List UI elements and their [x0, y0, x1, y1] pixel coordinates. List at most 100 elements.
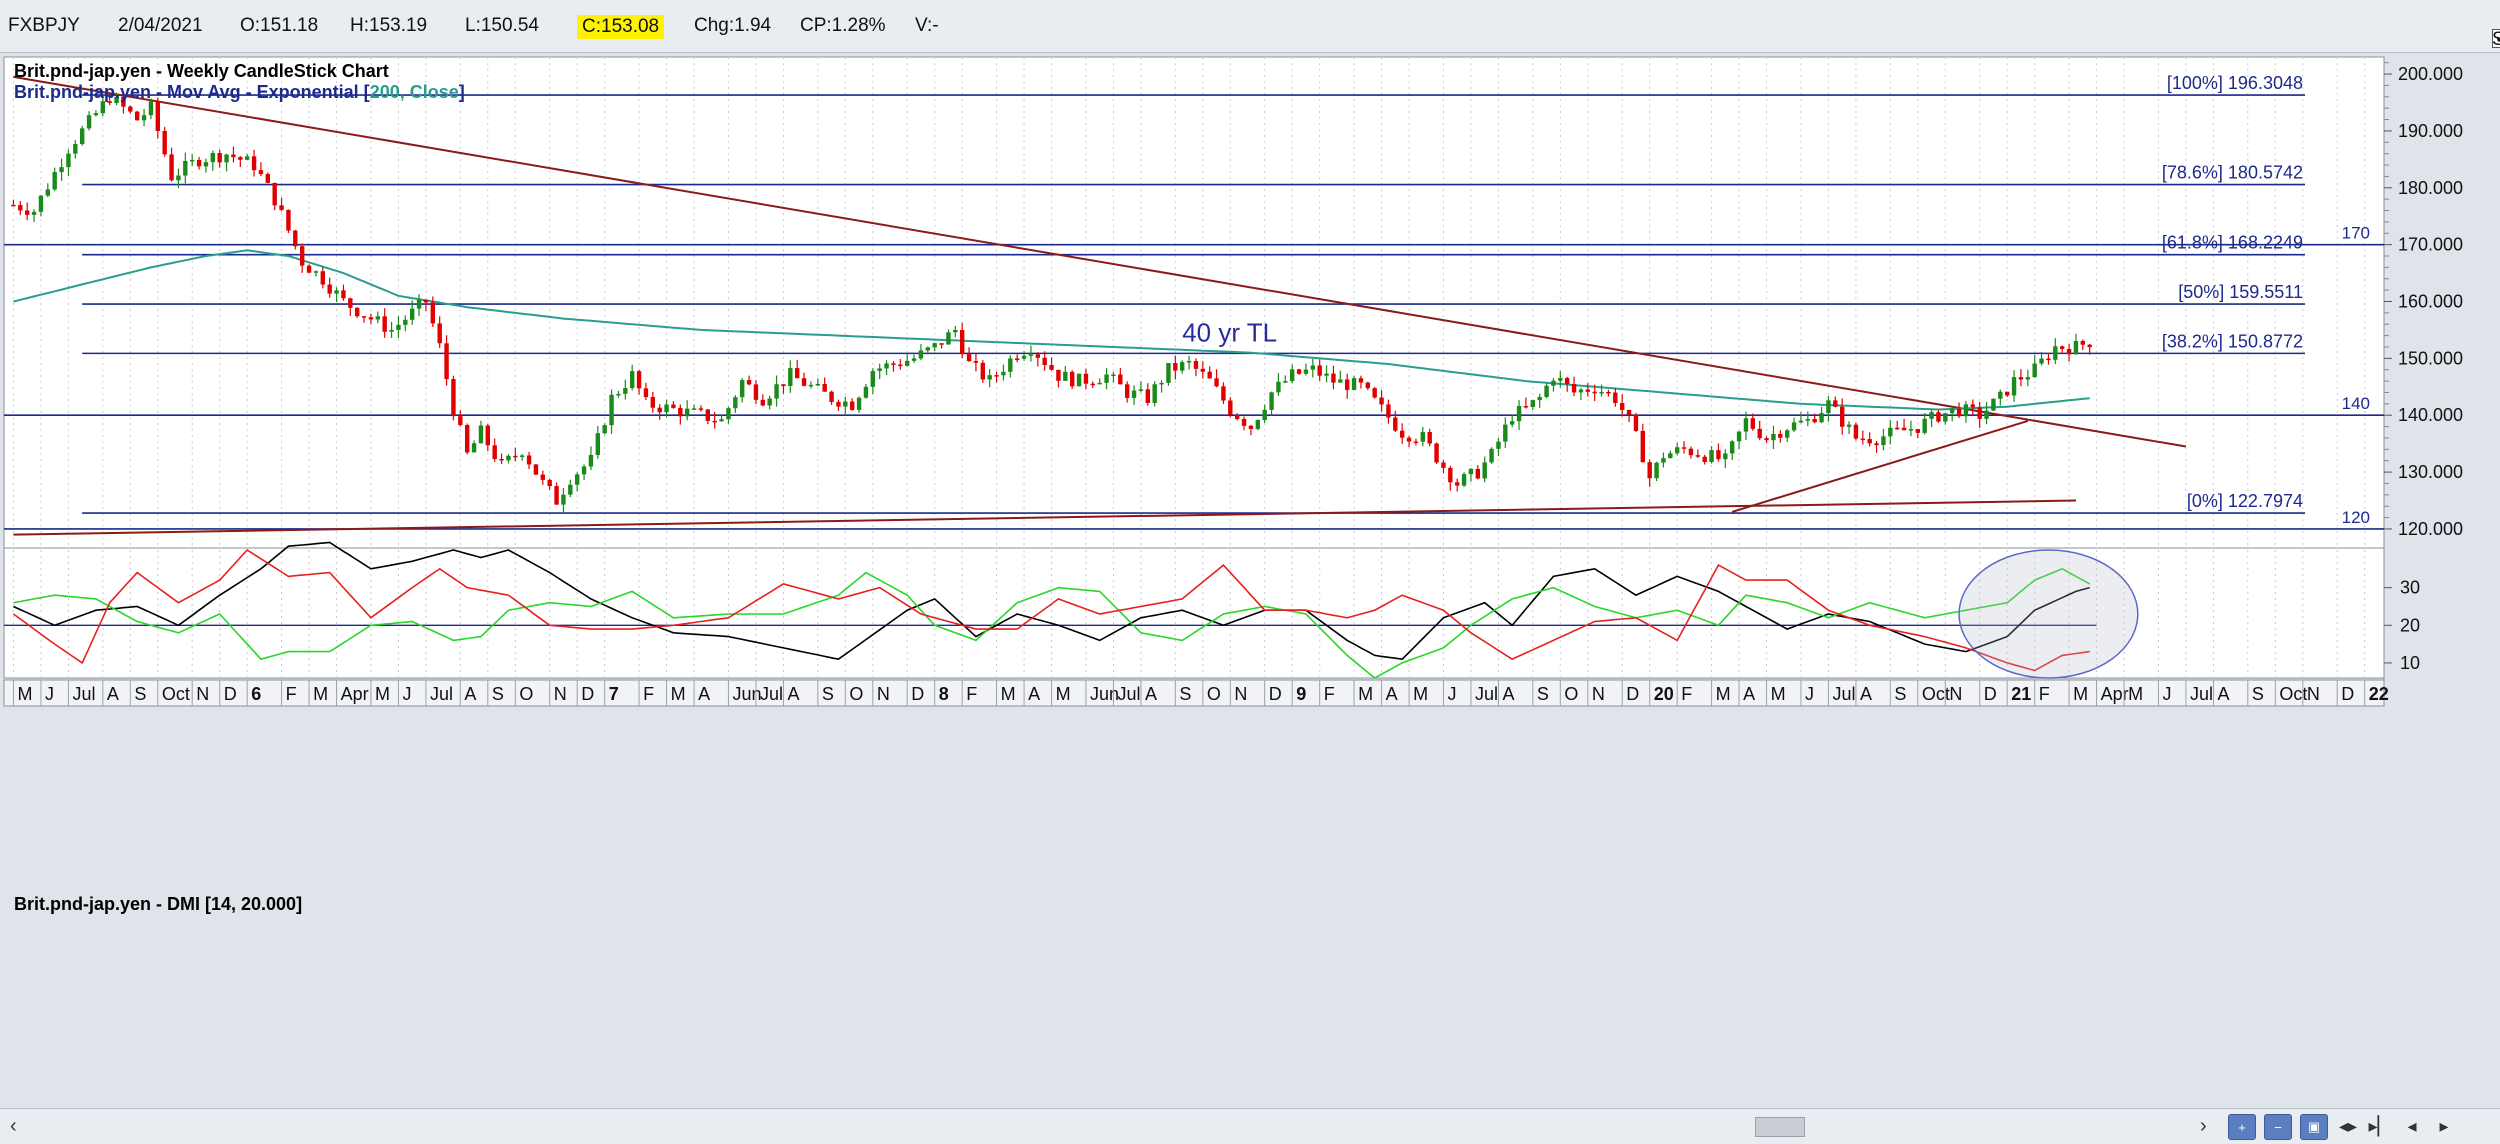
x-tick-label: 6 — [251, 684, 261, 704]
candle-body — [746, 380, 752, 385]
candle-body — [348, 298, 353, 308]
y-tick-label: 190.000 — [2398, 121, 2463, 141]
candle-body — [2087, 344, 2092, 348]
candle-body — [1118, 374, 1123, 385]
x-tick-label: Jun — [1090, 684, 1119, 704]
candle-body — [231, 154, 236, 158]
candle-body — [1509, 421, 1515, 425]
candle-body — [1289, 369, 1295, 382]
x-tick-label: S — [134, 684, 146, 704]
candle-body — [2046, 358, 2051, 361]
scroll-thumb[interactable] — [1755, 1117, 1805, 1137]
candle-body — [478, 425, 484, 444]
x-tick-label: 8 — [939, 684, 949, 704]
horizontal-scrollbar[interactable]: ‹ › + − ▣ ◂▸ ▸▏ ◂ ▸ — [0, 1108, 2500, 1144]
candle-body — [1544, 385, 1549, 397]
candle-body — [492, 445, 497, 459]
fib-level-label: [50%] 159.5511 — [2178, 282, 2303, 302]
candle-body — [416, 299, 422, 309]
x-tick-label: J — [1447, 684, 1456, 704]
x-tick-label: A — [1860, 684, 1872, 704]
candle-body — [760, 399, 766, 406]
candle-body — [128, 106, 133, 112]
candle-body — [1826, 400, 1831, 414]
candle-body — [966, 354, 972, 362]
candle-body — [1977, 407, 1982, 419]
candle-body — [959, 329, 965, 355]
candle-body — [849, 401, 855, 410]
scroll-right-icon[interactable]: › — [2200, 1115, 2207, 1137]
candle-body — [100, 101, 106, 114]
candle-body — [815, 383, 821, 386]
candle-body — [1104, 374, 1109, 383]
candle-body — [1489, 448, 1494, 463]
step-forward-icon[interactable]: ▸ — [2439, 1115, 2449, 1136]
candle-body — [946, 332, 951, 345]
candle-body — [2025, 377, 2031, 380]
candle-body — [1454, 482, 1460, 486]
candle-body — [794, 368, 800, 379]
candle-body — [904, 360, 910, 366]
candle-body — [1468, 468, 1474, 475]
candle-body — [1296, 369, 1302, 374]
candle-body — [1936, 412, 1941, 422]
candle-body — [1186, 361, 1192, 363]
x-tick-label: S — [492, 684, 504, 704]
x-tick-label: N — [554, 684, 567, 704]
candle-body — [506, 455, 511, 461]
scroll-both-icon[interactable]: ◂▸ — [2338, 1115, 2358, 1136]
x-tick-label: 20 — [1654, 684, 1674, 704]
candle-body — [925, 347, 931, 351]
candle-body — [1193, 361, 1199, 369]
candle-body — [1221, 386, 1226, 401]
candle-body — [38, 195, 44, 212]
fib-level-label: [61.8%] 168.2249 — [2162, 233, 2303, 253]
candle-body — [540, 474, 546, 480]
scroll-left-icon[interactable]: ‹ — [10, 1115, 17, 1137]
x-tick-label: O — [1564, 684, 1578, 704]
candle-body — [1984, 410, 1989, 419]
candle-body — [485, 425, 491, 446]
candle-body — [650, 397, 656, 408]
candle-body — [1564, 378, 1570, 384]
zoom-fit-icon[interactable]: ▣ — [2300, 1114, 2328, 1140]
candle-body — [987, 375, 992, 380]
candle-body — [829, 391, 834, 402]
candle-body — [843, 401, 848, 407]
candle-body — [1778, 433, 1783, 438]
candle-body — [162, 130, 167, 155]
candle-body — [1633, 414, 1639, 431]
candle-body — [1166, 363, 1171, 383]
y-tick-label: 200.000 — [2398, 64, 2463, 84]
candle-body — [1674, 447, 1680, 454]
step-back-icon[interactable]: ◂ — [2407, 1115, 2417, 1136]
low-value: L:150.54 — [465, 15, 539, 36]
x-tick-label: D — [1269, 684, 1282, 704]
candle-body — [726, 408, 731, 420]
x-tick-label: F — [966, 684, 977, 704]
candle-body — [1028, 354, 1034, 356]
candle-body — [306, 265, 312, 273]
candle-body — [2018, 377, 2024, 380]
candle-body — [719, 419, 724, 422]
candle-body — [1482, 462, 1487, 479]
dmi-di_plus-line — [13, 567, 2091, 679]
trendline — [13, 75, 2187, 448]
x-tick-label: Apr — [2101, 684, 2129, 704]
horizontal-level-label: 140 — [2342, 394, 2370, 413]
candle-body — [1709, 450, 1714, 463]
candle-body — [2011, 377, 2017, 396]
candle-body — [691, 408, 697, 410]
candle-body — [636, 371, 642, 389]
candle-body — [1008, 358, 1013, 372]
show-last-checkbox[interactable]: ✔ — [2492, 29, 2500, 48]
go-end-icon[interactable]: ▸▏ — [2368, 1115, 2392, 1136]
candle-body — [251, 156, 257, 171]
candle-body — [1056, 369, 1061, 381]
x-tick-label: O — [1207, 684, 1221, 704]
candle-body — [499, 458, 504, 461]
zoom-out-icon[interactable]: − — [2264, 1114, 2292, 1140]
x-tick-label: M — [1771, 684, 1786, 704]
zoom-in-icon[interactable]: + — [2228, 1114, 2256, 1140]
